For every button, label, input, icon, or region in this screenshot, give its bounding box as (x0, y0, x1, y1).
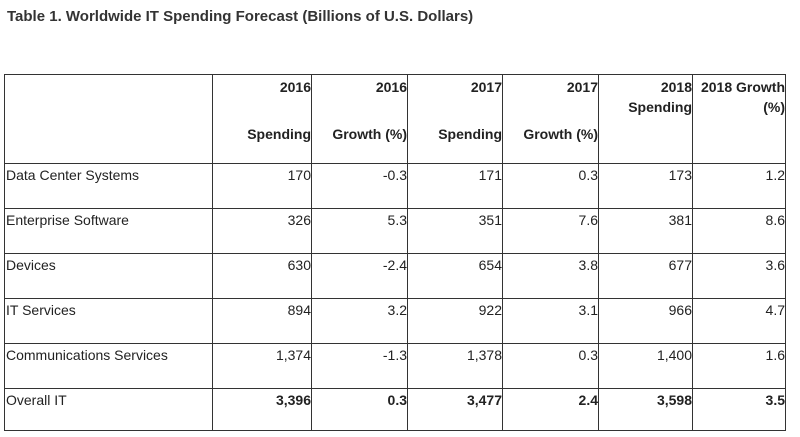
header-2016-growth-line1: 2016 (375, 79, 407, 95)
cell-2018-growth: 8.6 (692, 208, 786, 254)
table-row-total: Overall IT 3,396 0.3 3,477 2.4 3,598 3.5 (4, 388, 786, 431)
cell-2018-spending: 966 (598, 298, 693, 344)
cell-2016-spending: 630 (212, 253, 312, 299)
cell-2017-spending: 351 (407, 208, 503, 254)
header-cell-2016-spending: 2016 Spending (212, 74, 312, 164)
header-2017-spending-line2: Spending (438, 126, 502, 142)
cell-2018-spending: 677 (598, 253, 693, 299)
it-spending-table: 2016 Spending 2016 Growth (%) 2017 Spend… (4, 74, 786, 431)
header-cell-2018-spending: 2018 Spending (598, 74, 693, 164)
header-cell-2017-spending: 2017 Spending (407, 74, 503, 164)
cell-2016-growth: -1.3 (311, 343, 408, 389)
header-2016-spending-line2: Spending (247, 126, 311, 142)
header-row: 2016 Spending 2016 Growth (%) 2017 Spend… (4, 74, 786, 164)
header-cell-2016-growth: 2016 Growth (%) (311, 74, 408, 164)
header-cell-2018-growth: 2018 Growth (%) (692, 74, 786, 164)
cell-2018-growth: 1.6 (692, 343, 786, 389)
cell-2018-spending: 1,400 (598, 343, 693, 389)
cell-2017-spending: 654 (407, 253, 503, 299)
cell-2017-growth: 2.4 (502, 388, 599, 431)
table-title: Table 1. Worldwide IT Spending Forecast … (7, 8, 474, 25)
table-row: IT Services 894 3.2 922 3.1 966 4.7 (4, 298, 786, 344)
row-label: Devices (4, 253, 213, 299)
cell-2018-growth: 1.2 (692, 163, 786, 209)
header-2016-spending-line1: 2016 (279, 79, 311, 95)
cell-2016-growth: 5.3 (311, 208, 408, 254)
cell-2017-growth: 3.8 (502, 253, 599, 299)
cell-2018-growth: 4.7 (692, 298, 786, 344)
header-2018-growth-line1: 2018 Growth (700, 79, 785, 95)
table-row: Devices 630 -2.4 654 3.8 677 3.6 (4, 253, 786, 299)
cell-2016-spending: 170 (212, 163, 312, 209)
header-cell-category (4, 74, 213, 164)
table-row: Enterprise Software 326 5.3 351 7.6 381 … (4, 208, 786, 254)
header-2017-growth-line1: 2017 (566, 79, 598, 95)
header-2018-growth-line2: (%) (763, 99, 785, 115)
row-label: Overall IT (4, 388, 213, 431)
header-2016-growth-line2: Growth (%) (332, 126, 407, 142)
cell-2017-growth: 0.3 (502, 163, 599, 209)
cell-2016-spending: 1,374 (212, 343, 312, 389)
cell-2017-growth: 7.6 (502, 208, 599, 254)
cell-2016-growth: 0.3 (311, 388, 408, 431)
header-2017-spending-line1: 2017 (470, 79, 502, 95)
cell-2017-growth: 3.1 (502, 298, 599, 344)
cell-2016-spending: 894 (212, 298, 312, 344)
cell-2018-growth: 3.6 (692, 253, 786, 299)
cell-2016-growth: -0.3 (311, 163, 408, 209)
row-label: Enterprise Software (4, 208, 213, 254)
cell-2017-spending: 3,477 (407, 388, 503, 431)
header-2017-growth-line2: Growth (%) (523, 126, 598, 142)
cell-2018-spending: 3,598 (598, 388, 693, 431)
header-2018-spending-line1: 2018 (660, 79, 692, 95)
cell-2016-growth: 3.2 (311, 298, 408, 344)
cell-2018-growth: 3.5 (692, 388, 786, 431)
cell-2017-growth: 0.3 (502, 343, 599, 389)
row-label: IT Services (4, 298, 213, 344)
cell-2018-spending: 173 (598, 163, 693, 209)
cell-2016-spending: 326 (212, 208, 312, 254)
header-2018-spending-line2: Spending (628, 99, 692, 115)
table-row: Data Center Systems 170 -0.3 171 0.3 173… (4, 163, 786, 209)
cell-2017-spending: 1,378 (407, 343, 503, 389)
table-row: Communications Services 1,374 -1.3 1,378… (4, 343, 786, 389)
cell-2017-spending: 922 (407, 298, 503, 344)
header-cell-2017-growth: 2017 Growth (%) (502, 74, 599, 164)
cell-2017-spending: 171 (407, 163, 503, 209)
row-label: Data Center Systems (4, 163, 213, 209)
cell-2018-spending: 381 (598, 208, 693, 254)
cell-2016-spending: 3,396 (212, 388, 312, 431)
row-label: Communications Services (4, 343, 213, 389)
cell-2016-growth: -2.4 (311, 253, 408, 299)
